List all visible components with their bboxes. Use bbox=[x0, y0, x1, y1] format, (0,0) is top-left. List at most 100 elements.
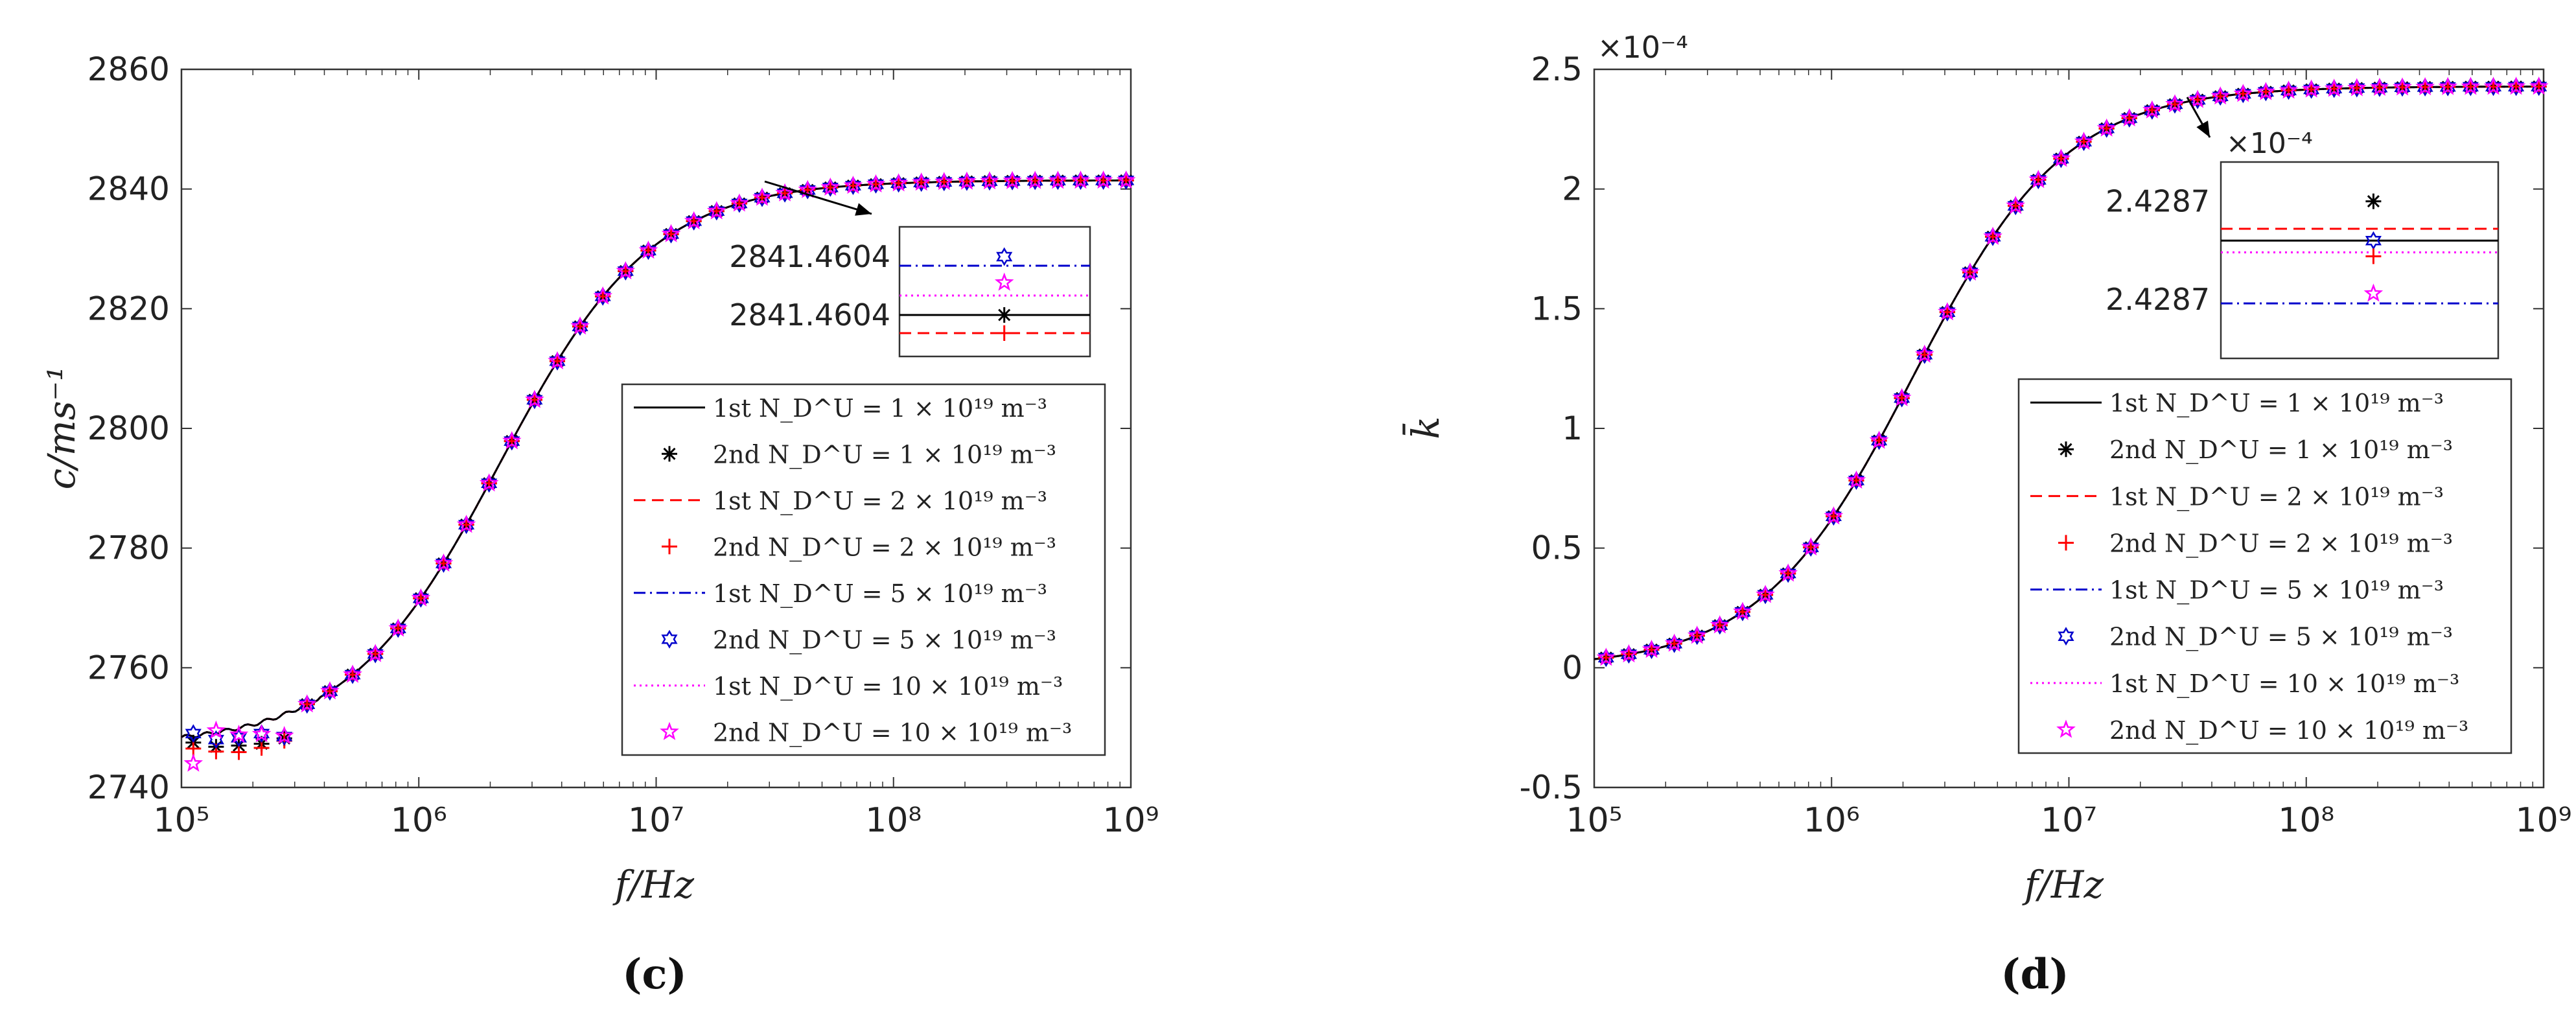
zoom-arrow-shaft bbox=[764, 180, 872, 215]
data-point bbox=[1983, 226, 2002, 245]
data-point bbox=[388, 618, 408, 637]
data-point bbox=[479, 473, 499, 492]
data-point bbox=[1093, 170, 1113, 189]
series-markers-10e19 bbox=[1596, 76, 2549, 666]
data-point bbox=[2438, 76, 2458, 95]
data-point bbox=[2166, 95, 2183, 114]
data-point bbox=[2415, 76, 2435, 95]
data-point bbox=[822, 178, 839, 197]
data-point bbox=[1003, 170, 1022, 189]
inset-exponent-label: ×10⁻⁴ bbox=[2226, 127, 2313, 160]
data-point bbox=[2212, 87, 2229, 106]
data-point bbox=[1048, 170, 1068, 189]
data-point bbox=[1689, 626, 1706, 646]
inset-point-10e19 bbox=[994, 272, 1014, 291]
data-point bbox=[1666, 634, 1683, 653]
series-markers-10e19 bbox=[183, 170, 1136, 772]
data-point bbox=[2303, 80, 2320, 99]
legend-entry-2nd-10e19: 2nd N_D^U = 10 × 10¹⁹ m⁻³ bbox=[660, 718, 1072, 747]
legend-label: 2nd N_D^U = 1 × 10¹⁹ m⁻³ bbox=[2109, 436, 2453, 465]
data-point bbox=[2074, 132, 2094, 150]
data-point bbox=[1846, 470, 1866, 489]
zoom-inset: 2841.4604 2841.4604 bbox=[729, 226, 1091, 358]
data-point bbox=[2234, 84, 2251, 104]
data-point bbox=[276, 727, 293, 747]
data-point bbox=[206, 720, 226, 739]
legend-label: 2nd N_D^U = 5 × 10¹⁹ m⁻³ bbox=[2109, 623, 2453, 652]
data-point bbox=[2210, 86, 2230, 105]
data-point bbox=[731, 194, 748, 213]
data-point bbox=[389, 619, 406, 638]
data-point bbox=[2119, 108, 2139, 126]
data-point bbox=[1687, 625, 1707, 644]
data-point bbox=[366, 644, 386, 662]
legend-entry-1st-1e19: 1st N_D^U = 1 × 10¹⁹ m⁻³ bbox=[2030, 389, 2444, 418]
data-point bbox=[2007, 196, 2024, 216]
data-point bbox=[2506, 76, 2526, 95]
data-point bbox=[866, 174, 886, 192]
data-point bbox=[434, 553, 454, 572]
zoom-inset: 2.4287 2.4287 ×10⁻⁴ bbox=[2106, 127, 2500, 360]
data-point bbox=[1801, 537, 1821, 556]
zoom-arrow-head bbox=[855, 203, 872, 216]
data-point bbox=[820, 177, 841, 196]
data-point bbox=[1871, 431, 1888, 450]
data-point bbox=[367, 644, 384, 664]
series-markers-5e19 bbox=[1597, 77, 2547, 668]
data-point bbox=[1733, 601, 1752, 620]
data-point bbox=[934, 172, 954, 191]
legend-label: 2nd N_D^U = 5 × 10¹⁹ m⁻³ bbox=[713, 625, 1056, 655]
legend-label: 2nd N_D^U = 10 × 10¹⁹ m⁻³ bbox=[713, 718, 1072, 747]
data-point bbox=[754, 188, 771, 207]
y-tick-label: 2.5 bbox=[1531, 51, 1583, 88]
data-point bbox=[2098, 119, 2115, 138]
data-point bbox=[2439, 77, 2456, 97]
data-point bbox=[980, 171, 999, 190]
data-point bbox=[1802, 538, 1819, 557]
data-point bbox=[2508, 77, 2525, 97]
data-point bbox=[2076, 132, 2093, 152]
data-point bbox=[1780, 564, 1796, 583]
data-point bbox=[1848, 471, 1865, 490]
data-point bbox=[2121, 108, 2138, 128]
data-point bbox=[2051, 148, 2071, 167]
data-point bbox=[504, 432, 520, 451]
inset-point-5e19 bbox=[2365, 231, 2382, 250]
data-point bbox=[2030, 170, 2047, 189]
legend-entry-2nd-1e19: 2nd N_D^U = 1 × 10¹⁹ m⁻³ bbox=[662, 440, 1056, 469]
legend: 1st N_D^U = 1 × 10¹⁹ m⁻³ 2nd N_D^U = 1 × … bbox=[2017, 378, 2512, 754]
data-point bbox=[1984, 227, 2001, 246]
data-point bbox=[706, 201, 726, 220]
data-point bbox=[1824, 506, 1844, 525]
data-point bbox=[435, 553, 452, 573]
data-point bbox=[344, 665, 361, 684]
data-point bbox=[481, 474, 498, 493]
legend-label: 1st N_D^U = 10 × 10¹⁹ m⁻³ bbox=[2109, 669, 2459, 699]
data-point bbox=[183, 753, 203, 772]
chart-panel-c: 10⁵ 10⁶ 10⁷ 10⁸ 10⁹ 2740 2760 2780 2800 2820 2840 2… bbox=[40, 51, 1159, 999]
data-point bbox=[320, 681, 340, 700]
data-point bbox=[594, 286, 611, 306]
legend-label: 1st N_D^U = 2 × 10¹⁹ m⁻³ bbox=[713, 487, 1047, 516]
y-exponent-label: ×10⁻⁴ bbox=[1597, 30, 1688, 65]
legend-swatch bbox=[660, 721, 679, 740]
data-point bbox=[2371, 78, 2388, 97]
data-point bbox=[2165, 94, 2185, 113]
x-tick-label: 10⁸ bbox=[2278, 801, 2334, 840]
data-point bbox=[616, 261, 636, 280]
data-point bbox=[1712, 616, 1728, 635]
legend-entry-2nd-1e19: 2nd N_D^U = 1 × 10¹⁹ m⁻³ bbox=[2058, 436, 2453, 465]
data-point bbox=[684, 211, 704, 229]
data-point bbox=[775, 183, 795, 202]
data-point bbox=[2188, 89, 2207, 108]
y-tick-label: 1 bbox=[1562, 410, 1583, 447]
data-point bbox=[2529, 76, 2549, 95]
data-point bbox=[957, 171, 977, 190]
x-axis-label: f/Hz bbox=[612, 863, 695, 907]
data-point bbox=[708, 202, 725, 221]
data-point bbox=[1939, 303, 1956, 322]
legend-swatch bbox=[2058, 441, 2074, 458]
data-point bbox=[843, 175, 863, 194]
data-point bbox=[502, 431, 522, 450]
data-point bbox=[207, 730, 224, 749]
